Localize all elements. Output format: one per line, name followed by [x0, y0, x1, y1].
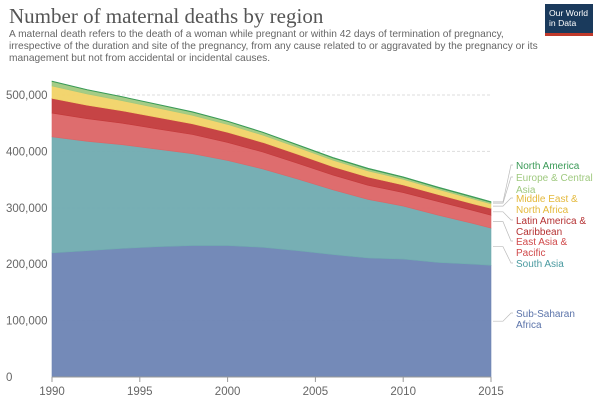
y-tick-label: 500,000 — [6, 90, 48, 102]
legend-label: South Asia — [516, 259, 564, 270]
x-tick-label: 1990 — [39, 386, 65, 398]
legend-label: Sub-Saharan — [516, 309, 575, 320]
legend-leader-line — [493, 246, 513, 264]
y-tick-label: 300,000 — [6, 203, 48, 215]
legend-label: Middle East & — [516, 194, 578, 205]
legend-label: North America — [516, 161, 580, 172]
legend-label: Asia — [516, 185, 536, 196]
chart-subtitle: A maternal death refers to the death of … — [9, 29, 538, 64]
logo-text: Our World in Data — [549, 8, 588, 28]
area-north-america — [51, 80, 492, 203]
chart-title: Number of maternal deaths by region — [9, 4, 324, 28]
area-sub-saharan-africa — [51, 245, 492, 378]
x-tick-label: 2015 — [478, 386, 504, 398]
y-tick-label: 200,000 — [6, 259, 48, 271]
legend-leader-line — [493, 176, 513, 204]
legend-label: Caribbean — [516, 227, 562, 238]
legend-label: North Africa — [516, 205, 569, 216]
owid-logo[interactable]: Our World in Data — [545, 4, 593, 36]
legend-leader-line — [493, 211, 513, 221]
x-tick-label: 1995 — [127, 386, 153, 398]
legend-label: Latin America & — [516, 216, 586, 227]
y-tick-label: 400,000 — [6, 146, 48, 158]
y-tick-label: 100,000 — [6, 316, 48, 328]
legend-leader-line — [493, 312, 513, 322]
legend-label: Africa — [516, 320, 542, 331]
legend-label: Pacific — [516, 248, 545, 259]
legend-leader-line — [493, 221, 513, 242]
legend-leader-line — [493, 197, 513, 207]
axes: 0 100,000 200,000 300,000 400,000 500,000 1990… — [6, 90, 504, 398]
y-tick-label: 0 — [6, 372, 12, 384]
legend-label: East Asia & — [516, 237, 567, 248]
legend-leader-line — [493, 164, 513, 203]
x-tick-label: 2000 — [215, 386, 241, 398]
x-tick-label: 2010 — [390, 386, 416, 398]
area-series-group — [51, 80, 492, 378]
x-tick-label: 2005 — [303, 386, 329, 398]
legend-label: Europe & Central — [516, 173, 593, 184]
